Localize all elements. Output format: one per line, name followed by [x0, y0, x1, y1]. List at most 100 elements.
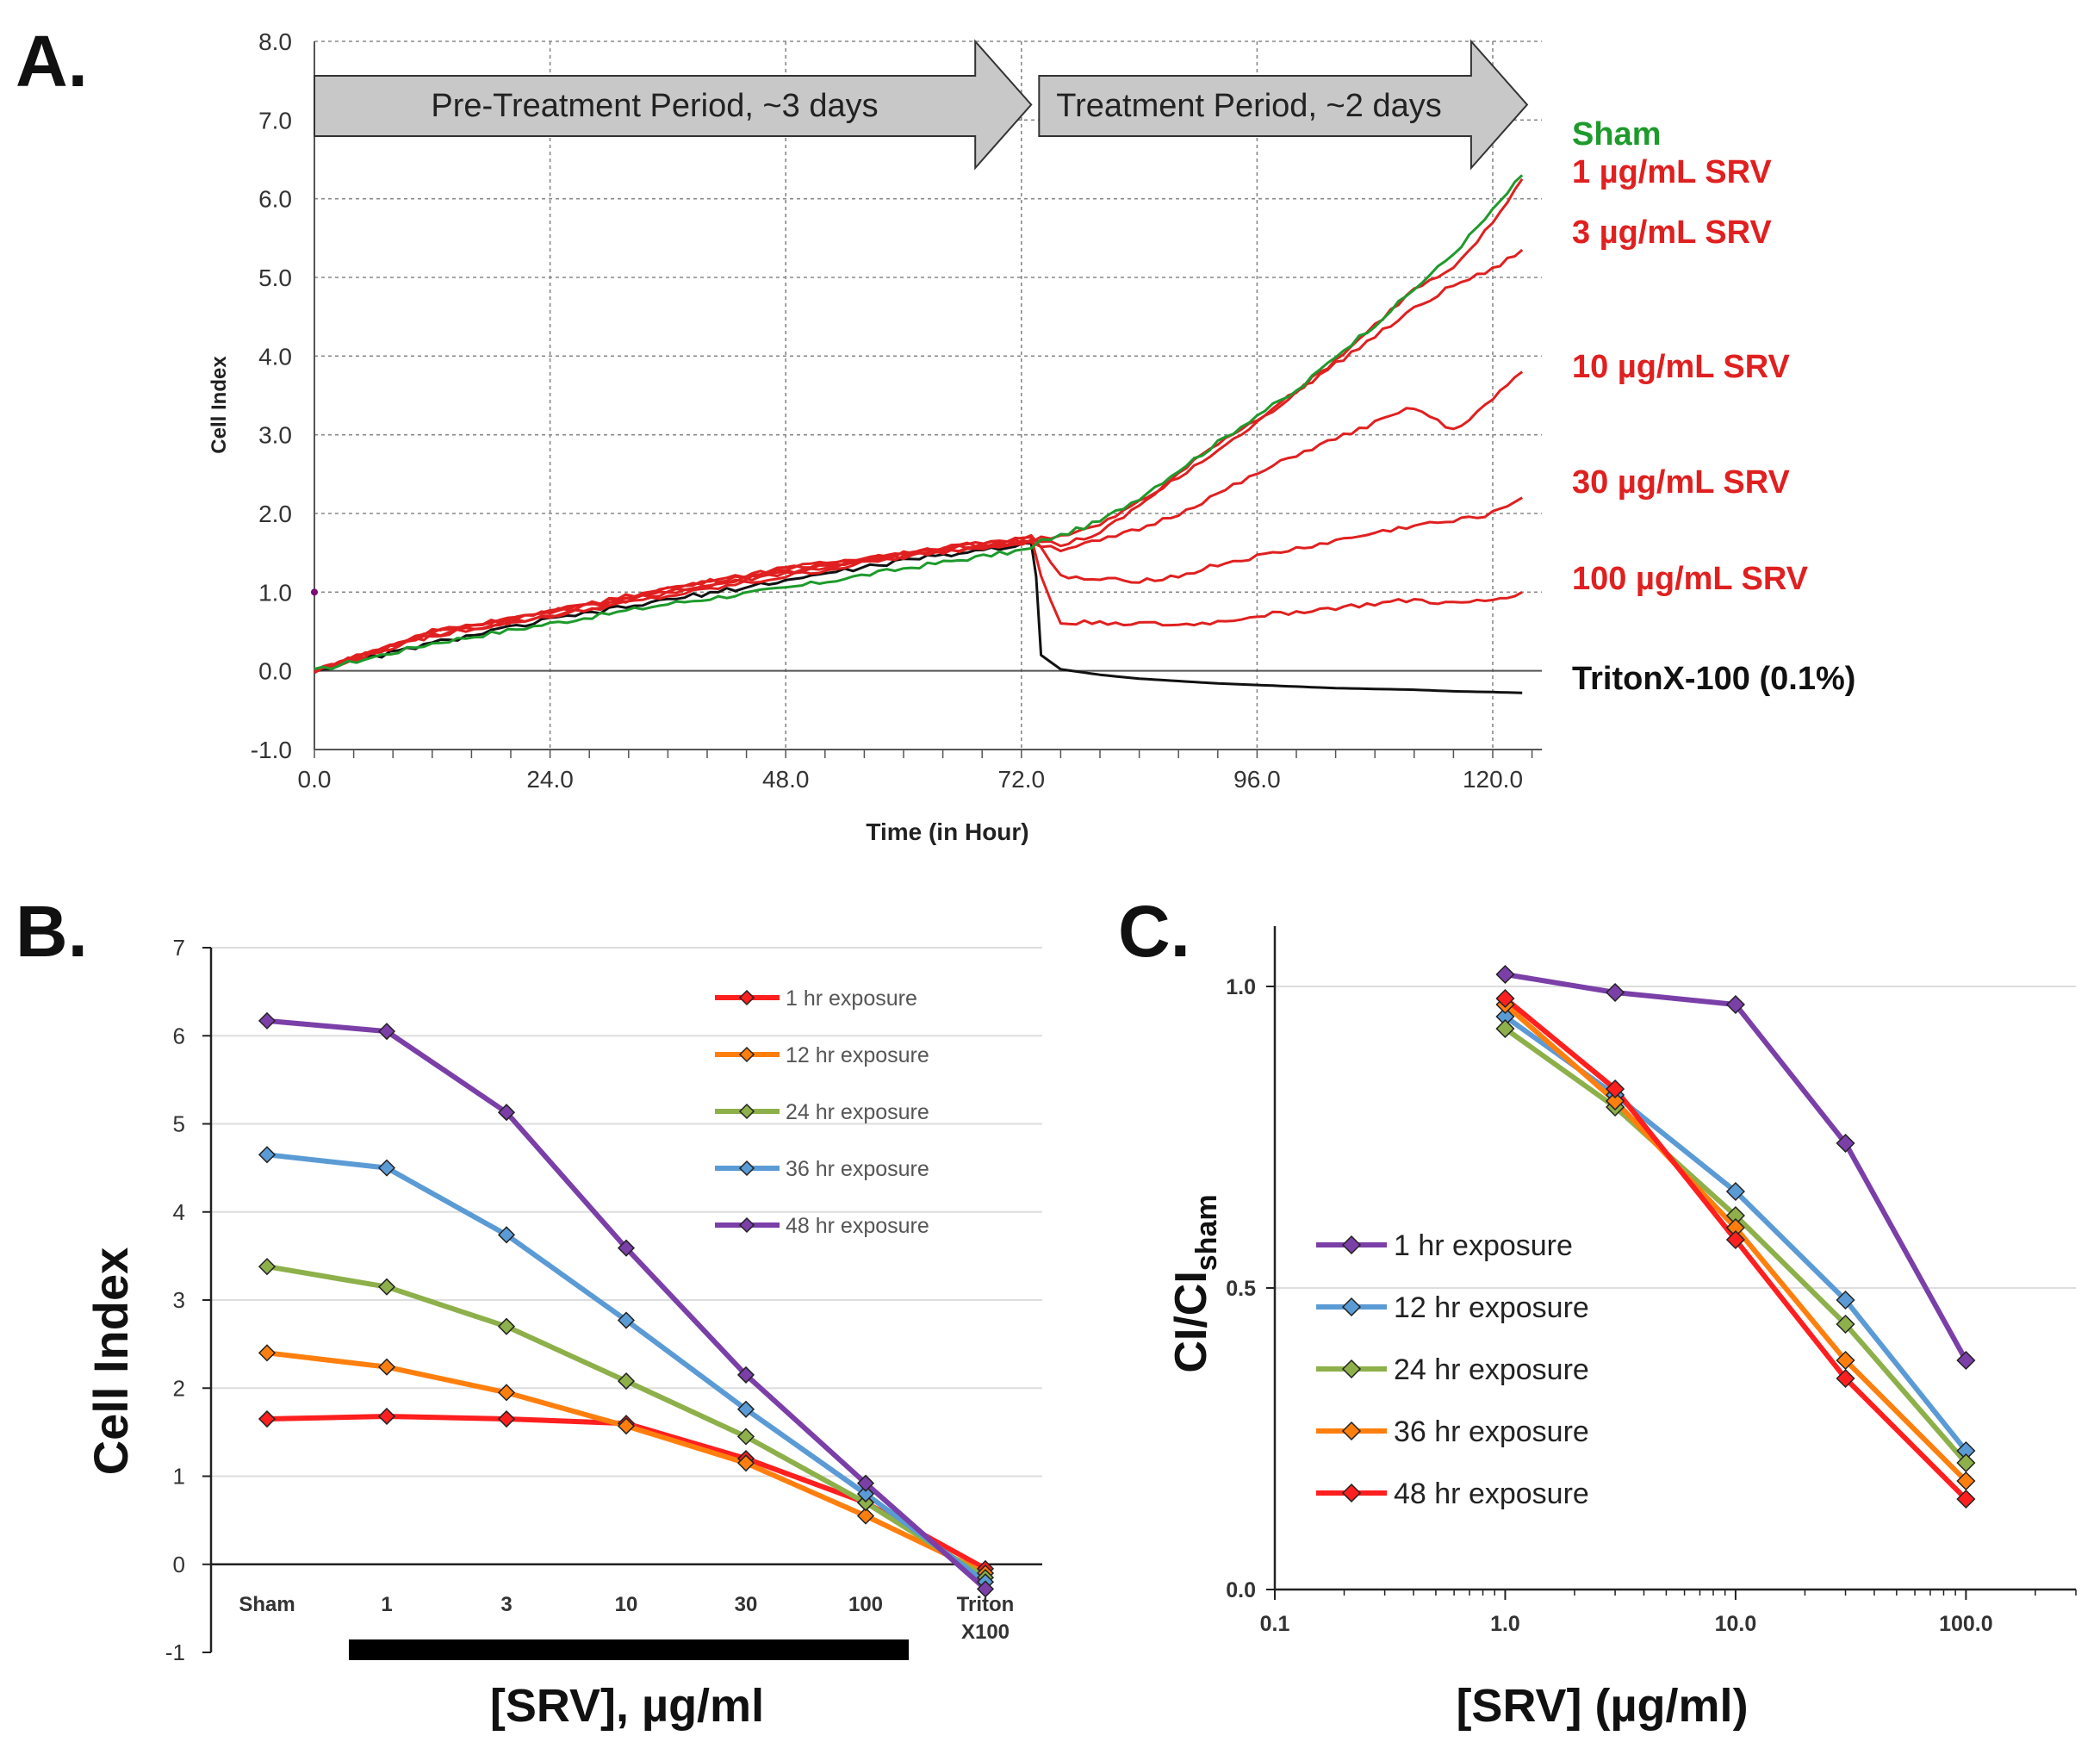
b-ytick-label: 5: [173, 1111, 185, 1137]
a-ytick-label: 0.0: [258, 658, 292, 685]
b-point: [377, 1358, 396, 1376]
panel-c-ylabel-sub: sham: [1190, 1194, 1223, 1271]
panel-a-xlabel: Time (in Hour): [866, 818, 1028, 845]
b-point: [258, 1344, 276, 1362]
a-ytick-label: 6.0: [258, 186, 292, 213]
b-category-label: 100: [848, 1593, 883, 1616]
b-point: [856, 1507, 875, 1525]
b-point: [617, 1311, 636, 1329]
panel-b-series: [258, 1011, 995, 1598]
b-point: [258, 1146, 276, 1164]
b-category-label: 3: [500, 1593, 512, 1616]
b-point: [497, 1226, 516, 1244]
b-point: [497, 1409, 516, 1428]
c-point: [1836, 1368, 1855, 1389]
b-legend-label: 48 hr exposure: [786, 1214, 929, 1238]
panel-c-legend: 1 hr exposure 12 hr exposure 24 hr exposur…: [1316, 1229, 1589, 1510]
c-point: [1495, 988, 1515, 1009]
treatment-label: Treatment Period, ~2 days: [1056, 88, 1441, 124]
b-point: [617, 1239, 636, 1257]
a-ytick-label: 3.0: [258, 422, 292, 449]
a-xtick-label: 72.0: [998, 766, 1046, 793]
c-xtick-label: 100.0: [1939, 1612, 1993, 1636]
pretreatment-label: Pre-Treatment Period, ~3 days: [431, 88, 878, 124]
panel-c-ylabel: CI/CIsham: [1166, 1194, 1223, 1372]
c-point: [1606, 982, 1625, 1003]
c-xtick-label: 1.0: [1490, 1612, 1520, 1636]
b-point: [258, 1409, 276, 1428]
b-ytick-label: 2: [173, 1375, 185, 1401]
b-point: [856, 1484, 875, 1503]
panel-a-grid: [314, 40, 1542, 750]
c-legend-marker: [1341, 1235, 1362, 1255]
a-ytick-label: 1.0: [258, 579, 292, 606]
b-point: [497, 1384, 516, 1402]
a-series-line: [314, 542, 1523, 694]
a-xtick-label: 0.0: [298, 766, 332, 793]
panel-label-c: C.: [1118, 891, 1190, 972]
b-category-label: X100: [961, 1621, 1010, 1644]
panel-c-series: [1495, 964, 1976, 1509]
b-point: [736, 1454, 755, 1472]
b-ytick-label: 1: [173, 1464, 185, 1490]
a-series-label: 3 µg/mL SRV: [1572, 215, 1772, 251]
panel-b-ylabel: Cell Index: [84, 1247, 138, 1476]
c-point: [1836, 1133, 1855, 1154]
c-point: [1956, 1489, 1976, 1509]
treatment-arrow: [1038, 39, 1529, 171]
b-category-label: 10: [615, 1593, 638, 1616]
b-point: [377, 1278, 396, 1296]
a-series-line: [314, 177, 1524, 674]
c-legend-marker: [1341, 1483, 1362, 1503]
a-series-label: 30 µg/mL SRV: [1572, 464, 1790, 501]
b-legend-marker: [738, 989, 755, 1006]
a-series-label: Sham: [1572, 116, 1661, 152]
b-ytick-label: 4: [173, 1199, 185, 1225]
panel-a-period-arrows: Pre-Treatment Period, ~3 days Treatment …: [314, 39, 1529, 171]
a-series-label: 1 µg/mL SRV: [1572, 154, 1772, 190]
panel-c-grid: [1275, 986, 2076, 1289]
c-xtick-label: 0.1: [1260, 1612, 1290, 1636]
b-point: [258, 1258, 276, 1276]
a-ytick-label: 2.0: [258, 501, 292, 527]
a-xtick-label: 96.0: [1233, 766, 1281, 793]
c-point: [1836, 1314, 1855, 1334]
b-legend-label: 12 hr exposure: [786, 1043, 929, 1067]
b-legend-marker: [738, 1216, 755, 1234]
c-xtick-label: 10.0: [1715, 1612, 1757, 1636]
b-point: [976, 1580, 995, 1598]
c-point: [1495, 1018, 1515, 1039]
panel-c-xlabel: [SRV] (µg/ml): [1456, 1680, 1748, 1732]
b-point: [617, 1372, 636, 1390]
a-xtick-label: 24.0: [526, 766, 574, 793]
a-xtick-label: 48.0: [762, 766, 810, 793]
b-ytick-label: 0: [173, 1552, 185, 1577]
a-series-label: 10 µg/mL SRV: [1572, 349, 1790, 385]
c-point: [1725, 1229, 1745, 1250]
b-point: [377, 1159, 396, 1177]
c-point: [1836, 1290, 1855, 1310]
c-legend-label: 48 hr exposure: [1394, 1478, 1589, 1510]
b-point: [377, 1023, 396, 1041]
c-legend-label: 24 hr exposure: [1394, 1353, 1589, 1386]
c-legend-marker: [1341, 1421, 1362, 1441]
b-legend-label: 1 hr exposure: [786, 986, 917, 1011]
b-category-label: 1: [381, 1593, 392, 1616]
b-point: [736, 1366, 755, 1384]
c-ytick-label: 0.0: [1226, 1578, 1256, 1602]
c-ytick-label: 0.5: [1226, 1277, 1256, 1301]
c-legend-label: 12 hr exposure: [1394, 1291, 1589, 1324]
panel-a-chart: -1.00.01.02.03.04.05.06.07.08.00.0 24.0 48…: [208, 28, 1855, 845]
a-series-label: TritonX-100 (0.1%): [1572, 661, 1855, 697]
a-series-label: 100 µg/mL SRV: [1572, 561, 1809, 597]
b-legend-label: 24 hr exposure: [786, 1100, 929, 1124]
panel-b-legend: 1 hr exposure 12 hr exposure 24 hr exposur…: [715, 986, 929, 1238]
b-point: [736, 1400, 755, 1418]
a-ytick-label: 7.0: [258, 107, 292, 134]
c-point: [1725, 1181, 1745, 1202]
panel-label-b: B.: [16, 891, 88, 972]
b-point: [856, 1494, 875, 1512]
